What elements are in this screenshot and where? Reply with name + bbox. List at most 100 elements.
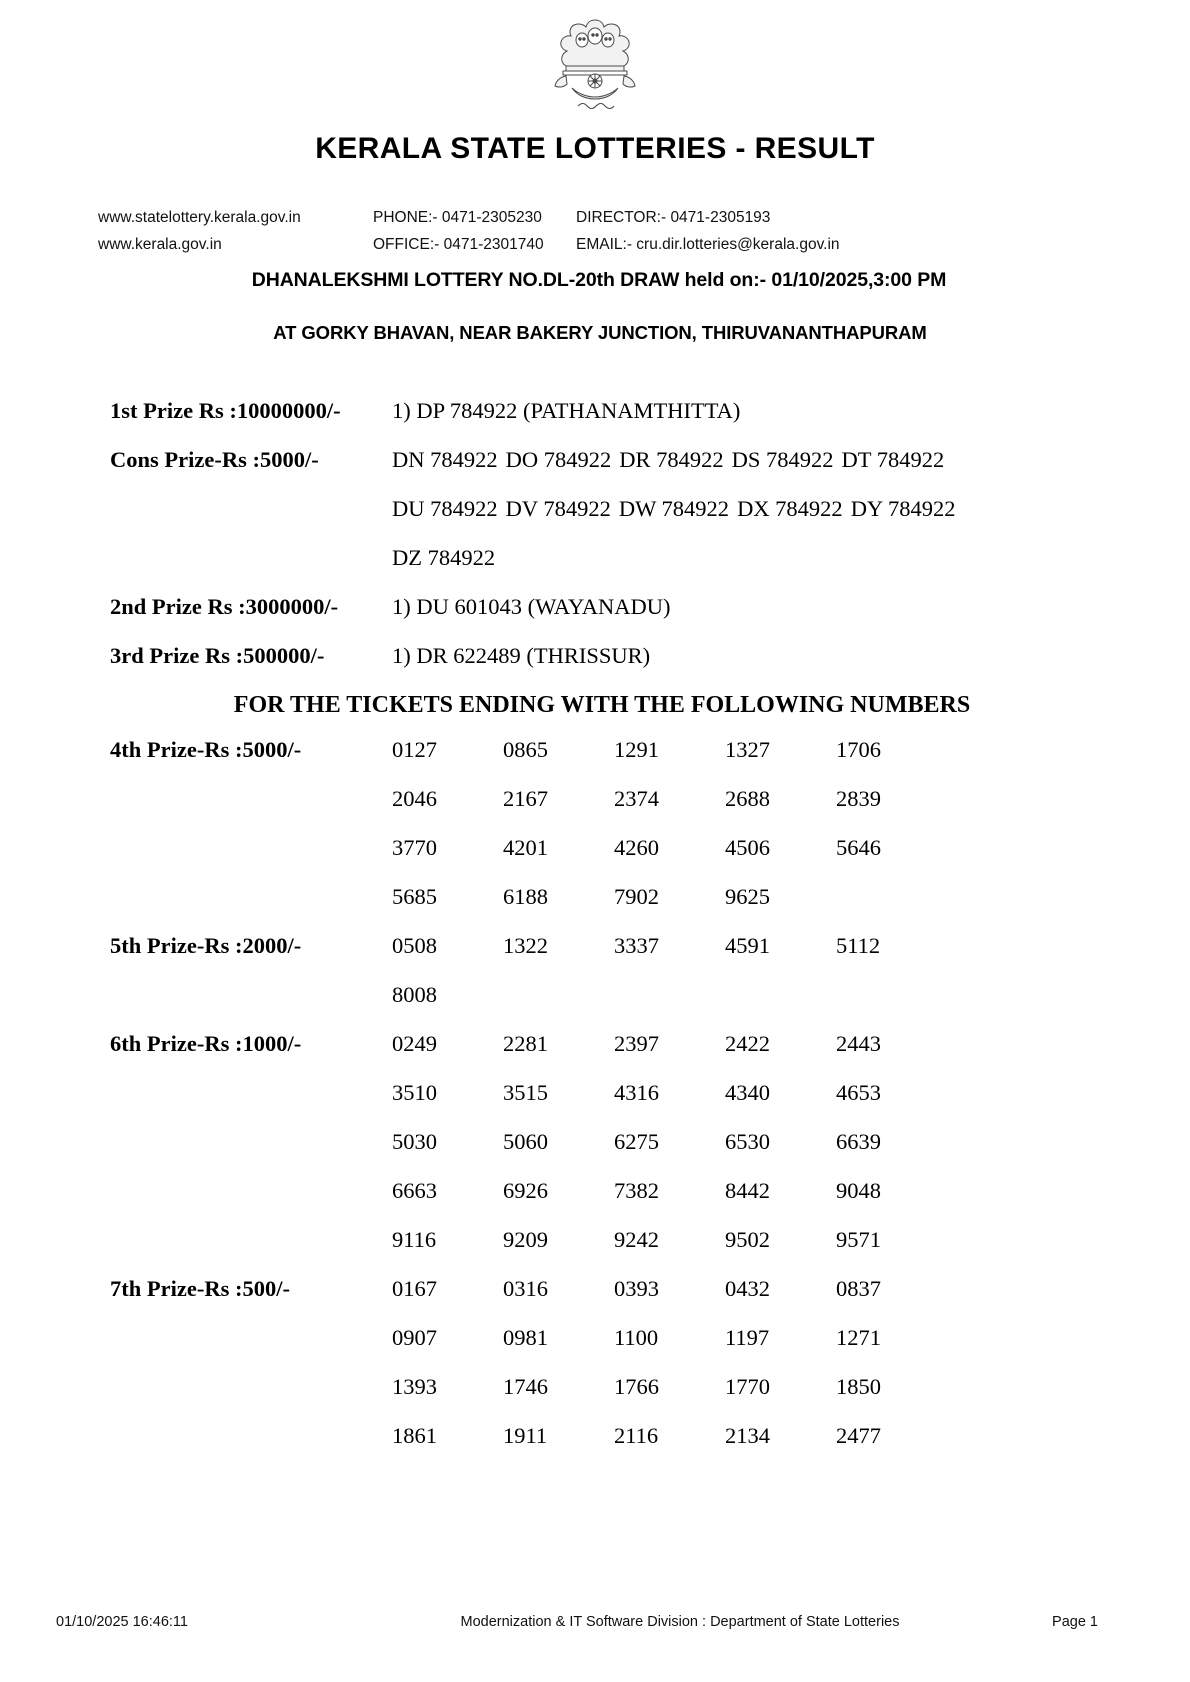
winning-number: 9048 bbox=[836, 1177, 881, 1203]
winning-number: 9209 bbox=[503, 1226, 548, 1252]
winning-number: 0393 bbox=[614, 1275, 659, 1301]
prize-row-seventh: 7th Prize-Rs :500/- 0167 0316 0393 0432 0837… bbox=[0, 1264, 1190, 1460]
contact-block: www.statelottery.kerala.gov.in PHONE:- 0… bbox=[0, 204, 1190, 258]
winning-number: 0316 bbox=[503, 1275, 548, 1301]
number-grid-sixth: 0249 2281 2397 2422 2443 3510 3515 4316 4340 4653… bbox=[392, 1019, 1190, 1264]
winning-number: 1706 bbox=[836, 736, 881, 762]
winning-number: 1850 bbox=[836, 1373, 881, 1399]
winning-number: 6663 bbox=[392, 1177, 437, 1203]
consolation-ticket: DZ 784922 bbox=[392, 545, 496, 570]
winning-number: 1322 bbox=[503, 932, 548, 958]
footer-page-number: Page 1 bbox=[1052, 1614, 1098, 1630]
number-row: 9116 9209 9242 9502 9571 bbox=[392, 1215, 1190, 1264]
winning-number: 0249 bbox=[392, 1030, 437, 1056]
prize-row-first: 1st Prize Rs :10000000/- 1) DP 784922 (P… bbox=[0, 386, 1190, 435]
winning-number: 7382 bbox=[614, 1177, 659, 1203]
consolation-ticket: DX 784922 bbox=[737, 496, 843, 521]
winning-number: 8008 bbox=[392, 981, 437, 1007]
winning-number: 1100 bbox=[614, 1324, 659, 1350]
winning-number: 2443 bbox=[836, 1030, 881, 1056]
winning-number: 3770 bbox=[392, 834, 437, 860]
prize-label-fifth: 5th Prize-Rs :2000/- bbox=[110, 933, 302, 958]
consolation-ticket: DY 784922 bbox=[850, 496, 956, 521]
consolation-ticket: DO 784922 bbox=[505, 447, 612, 472]
winning-number: 2134 bbox=[725, 1422, 770, 1448]
prize-list: 1st Prize Rs :10000000/- 1) DP 784922 (P… bbox=[0, 386, 1190, 1460]
winning-number: 1770 bbox=[725, 1373, 770, 1399]
india-state-emblem-icon bbox=[554, 19, 636, 110]
number-row: 0127 0865 1291 1327 1706 bbox=[392, 725, 1190, 774]
winning-number: 0508 bbox=[392, 932, 437, 958]
consolation-ticket: DU 784922 bbox=[392, 496, 498, 521]
winning-number: 9502 bbox=[725, 1226, 770, 1252]
number-row: 0167 0316 0393 0432 0837 bbox=[392, 1264, 1190, 1313]
prize-label-third: 3rd Prize Rs :500000/- bbox=[110, 643, 325, 668]
footer-timestamp: 01/10/2025 16:46:11 bbox=[56, 1614, 188, 1630]
page-title: KERALA STATE LOTTERIES - RESULT bbox=[315, 132, 875, 165]
consolation-ticket: DT 784922 bbox=[841, 447, 945, 472]
winning-number: 0127 bbox=[392, 736, 437, 762]
number-row: 5030 5060 6275 6530 6639 bbox=[392, 1117, 1190, 1166]
winning-number: 4260 bbox=[614, 834, 659, 860]
email-address: EMAIL:- cru.dir.lotteries@kerala.gov.in bbox=[576, 236, 840, 253]
website-secondary: www.kerala.gov.in bbox=[98, 236, 222, 253]
venue-heading: AT GORKY BHAVAN, NEAR BAKERY JUNCTION, T… bbox=[273, 322, 927, 343]
winning-number: 5060 bbox=[503, 1128, 548, 1154]
winning-number: 2116 bbox=[614, 1422, 659, 1448]
page-footer: 01/10/2025 16:46:11 Modernization & IT S… bbox=[0, 1614, 1190, 1630]
winning-number: 0907 bbox=[392, 1324, 437, 1350]
winning-number: 4316 bbox=[614, 1079, 659, 1105]
winning-number: 0837 bbox=[836, 1275, 881, 1301]
number-row: 2046 2167 2374 2688 2839 bbox=[392, 774, 1190, 823]
winning-number: 4591 bbox=[725, 932, 770, 958]
section-heading-ending-numbers: FOR THE TICKETS ENDING WITH THE FOLLOWIN… bbox=[233, 692, 971, 718]
number-row: 3770 4201 4260 4506 5646 bbox=[392, 823, 1190, 872]
prize-value-consolation: DN 784922 DO 784922 DR 784922 DS 784922 DT … bbox=[392, 435, 1190, 582]
number-grid-fourth: 0127 0865 1291 1327 1706 2046 2167 2374 2688 2839… bbox=[392, 725, 1190, 921]
prize-label-seventh: 7th Prize-Rs :500/- bbox=[110, 1276, 290, 1301]
winning-number: 1197 bbox=[725, 1324, 770, 1350]
winning-number: 2281 bbox=[503, 1030, 548, 1056]
number-row: 0508 1322 3337 4591 5112 bbox=[392, 921, 1190, 970]
phone-number: PHONE:- 0471-2305230 bbox=[373, 209, 542, 226]
prize-row-fourth: 4th Prize-Rs :5000/- 0127 0865 1291 1327 170… bbox=[0, 725, 1190, 921]
winning-number: 6530 bbox=[725, 1128, 770, 1154]
prize-row-consolation: Cons Prize-Rs :5000/- DN 784922 DO 784922… bbox=[0, 435, 1190, 582]
director-number: DIRECTOR:- 0471-2305193 bbox=[576, 209, 771, 226]
number-grid-seventh: 0167 0316 0393 0432 0837 0907 0981 1100 1197 1271… bbox=[392, 1264, 1190, 1460]
number-row: 0907 0981 1100 1197 1271 bbox=[392, 1313, 1190, 1362]
winning-number: 5646 bbox=[836, 834, 881, 860]
winning-number: 0432 bbox=[725, 1275, 770, 1301]
prize-label-second: 2nd Prize Rs :3000000/- bbox=[110, 594, 339, 619]
winning-number: 3510 bbox=[392, 1079, 437, 1105]
winning-number: 8442 bbox=[725, 1177, 770, 1203]
winning-number: 5112 bbox=[836, 932, 881, 958]
winning-number: 6926 bbox=[503, 1177, 548, 1203]
winning-number: 3337 bbox=[614, 932, 659, 958]
footer-division: Modernization & IT Software Division : D… bbox=[460, 1614, 900, 1630]
winning-number: 5030 bbox=[392, 1128, 437, 1154]
number-row: 1861 1911 2116 2134 2477 bbox=[392, 1411, 1190, 1460]
winning-number: 5685 bbox=[392, 883, 437, 909]
prize-label-consolation: Cons Prize-Rs :5000/- bbox=[110, 447, 319, 472]
consolation-ticket: DV 784922 bbox=[505, 496, 611, 521]
prize-value-third: 1) DR 622489 (THRISSUR) bbox=[392, 643, 651, 668]
winning-number: 1746 bbox=[503, 1373, 548, 1399]
winning-number: 2477 bbox=[836, 1422, 881, 1448]
winning-number: 2046 bbox=[392, 785, 437, 811]
emblem-container bbox=[0, 0, 1190, 126]
winning-number: 9116 bbox=[392, 1226, 437, 1252]
winning-number: 9571 bbox=[836, 1226, 881, 1252]
number-row: 5685 6188 7902 9625 bbox=[392, 872, 1190, 921]
number-row: 1393 1746 1766 1770 1850 bbox=[392, 1362, 1190, 1411]
winning-number: 4201 bbox=[503, 834, 548, 860]
prize-row-second: 2nd Prize Rs :3000000/- 1) DU 601043 (WA… bbox=[0, 582, 1190, 631]
winning-number: 1291 bbox=[614, 736, 659, 762]
winning-number: 0981 bbox=[503, 1324, 548, 1350]
number-row: 8008 bbox=[392, 970, 1190, 1019]
winning-number: 9625 bbox=[725, 883, 770, 909]
winning-number: 1327 bbox=[725, 736, 770, 762]
winning-number: 1911 bbox=[503, 1422, 548, 1448]
winning-number: 7902 bbox=[614, 883, 659, 909]
